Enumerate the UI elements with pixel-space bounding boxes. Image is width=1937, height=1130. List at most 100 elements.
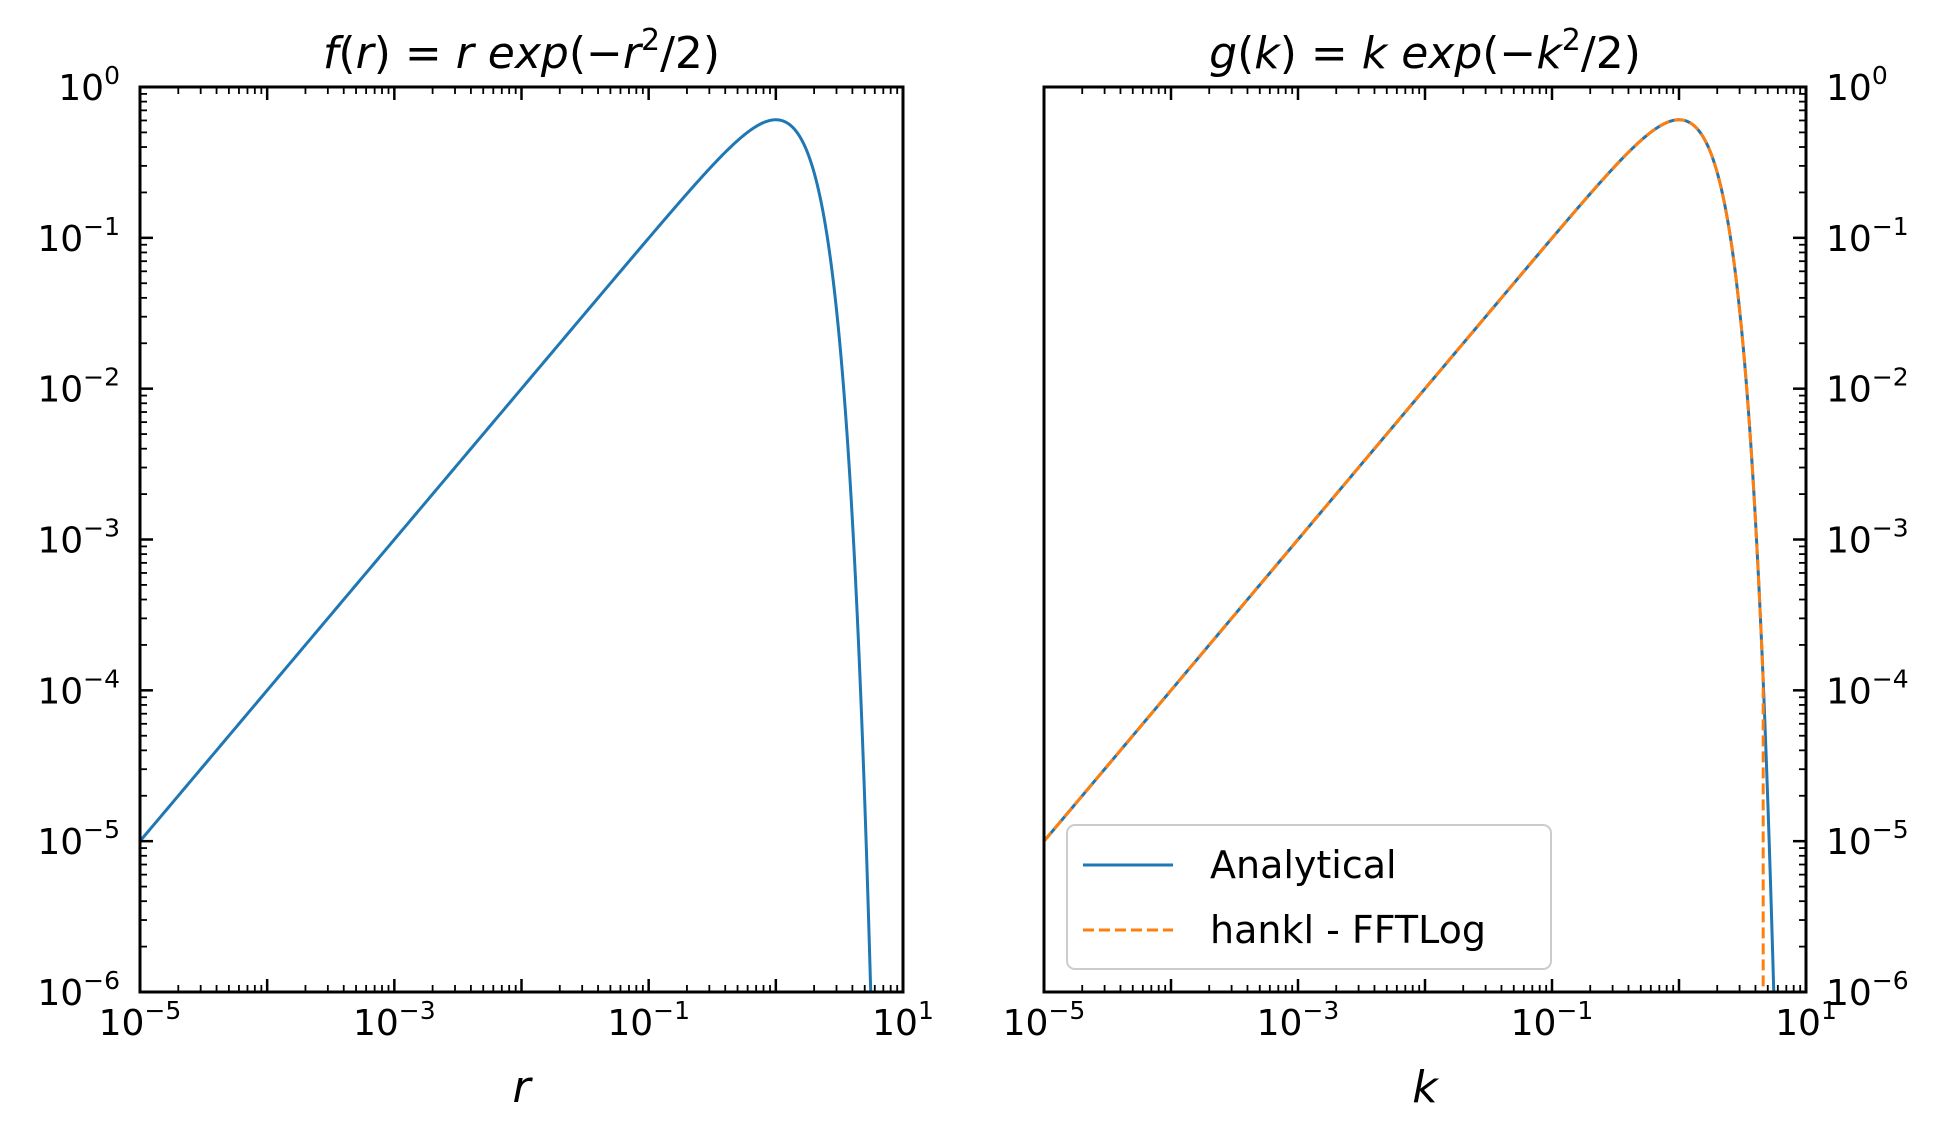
tick-exponent: −3: [399, 996, 436, 1025]
title-power: 2: [641, 23, 660, 58]
series-line-fftlog: [1044, 118, 1765, 992]
tick-exponent: 0: [1872, 61, 1888, 90]
series-line-analytical: [1044, 118, 1776, 992]
tick-base: 10: [37, 973, 83, 1014]
title-eq: ) =: [1280, 28, 1362, 79]
y-tick-label: 10−6: [37, 966, 120, 1014]
tick-exponent: −5: [1872, 815, 1909, 844]
legend: Analytical hankl - FFTLog: [1066, 824, 1552, 970]
y-tick-label: 10−3: [1826, 514, 1909, 562]
x-tick-label: 10−1: [607, 996, 690, 1044]
title-var: r: [456, 28, 477, 79]
y-tick-label: 10−1: [37, 212, 120, 260]
tick-base: 10: [1826, 68, 1872, 109]
plot-frame: [138, 85, 905, 994]
tick-exponent: −3: [1872, 514, 1909, 543]
tick-exponent: −1: [1556, 996, 1593, 1025]
title-tail: /2): [1581, 28, 1641, 79]
y-tick-label: 10−5: [37, 815, 120, 863]
title-power: 2: [1562, 23, 1581, 58]
title-fn: g: [1209, 28, 1237, 79]
tick-exponent: −2: [1872, 363, 1909, 392]
y-tick-label: 100: [58, 61, 120, 109]
title-var: r: [356, 28, 377, 79]
tick-base: 10: [58, 68, 104, 109]
chart-panel-2: 10−5 10−3 10−1 10110010−110−210−310−410−510…: [1003, 23, 1909, 1113]
y-tick-label: 100: [1826, 61, 1888, 109]
title-space: [1387, 28, 1401, 79]
x-tick-label: 101: [872, 996, 934, 1044]
x-axis-label: k: [1412, 1062, 1439, 1113]
title-space: [474, 28, 488, 79]
tick-base: 10: [353, 1003, 399, 1044]
tick-base: 10: [99, 1003, 145, 1044]
tick-base: 10: [1826, 671, 1872, 712]
title-var: k: [1536, 28, 1563, 79]
tick-exponent: 0: [104, 61, 120, 90]
tick-base: 10: [1775, 1003, 1821, 1044]
tick-base: 10: [37, 822, 83, 863]
tick-exponent: −5: [1048, 996, 1085, 1025]
title-paren: (: [338, 28, 355, 79]
tick-base: 10: [37, 671, 83, 712]
x-tick-label: 10−5: [1003, 996, 1086, 1044]
tick-exponent: 1: [918, 996, 934, 1025]
tick-base: 10: [1826, 370, 1872, 411]
tick-exponent: −6: [1872, 966, 1909, 995]
x-tick-label: 10−5: [99, 996, 182, 1044]
tick-base: 10: [1826, 521, 1872, 562]
x-tick-label: 101: [1775, 996, 1837, 1044]
title-eq: ) =: [374, 28, 456, 79]
y-tick-label: 10−3: [37, 514, 120, 562]
tick-exponent: −4: [1872, 664, 1909, 693]
tick-exponent: 1: [1821, 996, 1837, 1025]
y-tick-label: 10−6: [1826, 966, 1909, 1014]
chart-panel-1: 10−5 10−3 10−1 10110010−110−210−310−410−510…: [37, 23, 934, 1113]
x-tick-label: 10−3: [1257, 996, 1340, 1044]
title-var: r: [623, 28, 644, 79]
x-axis-label: r: [512, 1062, 533, 1113]
y-tick-label: 10−2: [1826, 363, 1909, 411]
legend-label-analytical: Analytical: [1210, 843, 1397, 887]
tick-base: 10: [37, 521, 83, 562]
tick-exponent: −3: [1302, 996, 1339, 1025]
y-tick-label: 10−5: [1826, 815, 1909, 863]
tick-base: 10: [1826, 973, 1872, 1014]
tick-base: 10: [1511, 1003, 1557, 1044]
title-exp: exp: [488, 28, 569, 79]
tick-exponent: −1: [653, 996, 690, 1025]
chart-title: f(r) = r exp(−r2/2): [323, 23, 720, 79]
y-tick-label: 10−2: [37, 363, 120, 411]
title-paren: (−: [569, 28, 623, 79]
tick-exponent: −1: [83, 212, 120, 241]
title-paren: (: [1237, 28, 1254, 79]
tick-base: 10: [872, 1003, 918, 1044]
y-tick-label: 10−4: [1826, 664, 1909, 712]
tick-base: 10: [1003, 1003, 1049, 1044]
tick-exponent: −3: [83, 514, 120, 543]
tick-base: 10: [1826, 219, 1872, 260]
tick-base: 10: [37, 219, 83, 260]
title-exp: exp: [1401, 28, 1482, 79]
title-paren: (−: [1482, 28, 1536, 79]
tick-exponent: −4: [83, 664, 120, 693]
tick-exponent: −5: [83, 815, 120, 844]
tick-exponent: −6: [83, 966, 120, 995]
series-line-analytical: [140, 118, 873, 992]
tick-base: 10: [1257, 1003, 1303, 1044]
chart-title: g(k) = k exp(−k2/2): [1209, 23, 1641, 79]
title-var: k: [1362, 28, 1389, 79]
x-tick-label: 10−1: [1511, 996, 1594, 1044]
x-tick-label: 10−3: [353, 996, 436, 1044]
legend-box: [1066, 824, 1552, 970]
tick-exponent: −2: [83, 363, 120, 392]
y-tick-label: 10−4: [37, 664, 120, 712]
tick-base: 10: [607, 1003, 653, 1044]
tick-exponent: −5: [144, 996, 181, 1025]
title-var: k: [1254, 28, 1281, 79]
legend-label-fftlog: hankl - FFTLog: [1210, 908, 1486, 952]
tick-base: 10: [1826, 822, 1872, 863]
title-tail: /2): [660, 28, 720, 79]
tick-exponent: −1: [1872, 212, 1909, 241]
